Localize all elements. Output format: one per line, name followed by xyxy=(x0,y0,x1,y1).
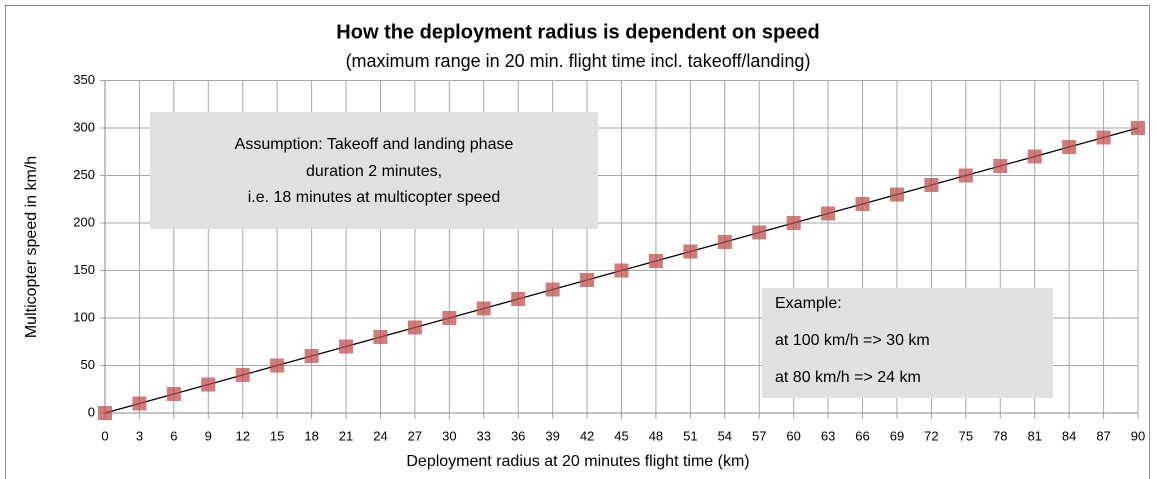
y-tick-label: 150 xyxy=(73,262,95,277)
marker xyxy=(407,320,422,335)
marker xyxy=(1131,121,1145,135)
x-tick-label: 57 xyxy=(752,428,766,443)
x-tick-label: 72 xyxy=(924,428,938,443)
marker xyxy=(580,273,595,287)
chart-frame xyxy=(5,5,1150,479)
marker xyxy=(373,330,388,344)
y-tick-label: 0 xyxy=(88,404,95,419)
x-tick-label: 54 xyxy=(718,428,732,443)
y-tick-label: 350 xyxy=(73,72,95,87)
y-axis-label: Multicopter speed in km/h xyxy=(23,156,40,338)
x-tick-label: 18 xyxy=(304,428,318,443)
chart-subtitle: (maximum range in 20 min. flight time in… xyxy=(346,51,811,71)
marker xyxy=(1096,130,1111,145)
y-tick-label: 250 xyxy=(73,167,95,182)
marker xyxy=(235,368,250,382)
marker xyxy=(304,349,319,363)
marker xyxy=(98,406,112,420)
x-tick-label: 63 xyxy=(821,428,835,443)
x-tick-label: 84 xyxy=(1062,428,1076,443)
x-tick-label: 75 xyxy=(959,428,973,443)
x-tick-label: 24 xyxy=(373,428,387,443)
chart-title: How the deployment radius is dependent o… xyxy=(336,21,819,43)
x-tick-label: 27 xyxy=(408,428,422,443)
x-tick-label: 60 xyxy=(786,428,800,443)
marker xyxy=(1062,140,1077,154)
marker xyxy=(717,235,732,249)
annotation-text: Example: xyxy=(775,295,842,312)
x-tick-label: 66 xyxy=(855,428,869,443)
marker xyxy=(132,396,147,411)
x-tick-label: 12 xyxy=(235,428,249,443)
x-axis-label: Deployment radius at 20 minutes flight t… xyxy=(406,453,749,470)
annotation-text: at 100 km/h => 30 km xyxy=(775,332,930,349)
marker xyxy=(821,206,836,221)
marker xyxy=(855,197,870,211)
marker xyxy=(786,216,801,230)
x-tick-label: 78 xyxy=(993,428,1007,443)
y-tick-label: 300 xyxy=(73,119,95,134)
marker xyxy=(889,187,904,202)
x-tick-label: 21 xyxy=(339,428,353,443)
marker xyxy=(1027,149,1042,164)
x-tick-label: 9 xyxy=(205,428,212,443)
marker xyxy=(511,292,526,306)
x-tick-label: 36 xyxy=(511,428,525,443)
marker xyxy=(614,263,629,278)
x-tick-label: 87 xyxy=(1096,428,1110,443)
y-tick-label: 200 xyxy=(73,214,95,229)
x-tick-label: 45 xyxy=(614,428,628,443)
x-tick-label: 30 xyxy=(442,428,456,443)
marker xyxy=(476,301,491,316)
x-tick-label: 69 xyxy=(890,428,904,443)
x-tick-label: 15 xyxy=(270,428,284,443)
marker xyxy=(442,311,457,325)
annotation-text: at 80 km/h => 24 km xyxy=(775,369,921,386)
annotation-box xyxy=(150,112,598,229)
x-tick-label: 51 xyxy=(683,428,697,443)
y-tick-label: 100 xyxy=(73,309,95,324)
marker xyxy=(993,159,1008,173)
marker xyxy=(924,178,939,192)
marker xyxy=(201,377,216,392)
x-tick-label: 6 xyxy=(170,428,177,443)
x-tick-label: 81 xyxy=(1027,428,1041,443)
marker xyxy=(545,282,560,297)
marker xyxy=(339,339,354,354)
x-tick-label: 39 xyxy=(545,428,559,443)
x-tick-label: 3 xyxy=(136,428,143,443)
marker xyxy=(648,254,663,268)
marker xyxy=(752,225,767,240)
x-tick-label: 33 xyxy=(477,428,491,443)
annotation-text: Assumption: Takeoff and landing phase xyxy=(235,136,514,153)
x-tick-label: 90 xyxy=(1131,428,1145,443)
annotation-box xyxy=(762,288,1053,398)
marker xyxy=(270,358,285,373)
marker xyxy=(683,244,698,259)
annotation-text: i.e. 18 minutes at multicopter speed xyxy=(248,189,501,206)
marker xyxy=(958,168,973,183)
y-tick-label: 50 xyxy=(81,357,95,372)
x-tick-label: 42 xyxy=(580,428,594,443)
x-tick-label: 48 xyxy=(649,428,663,443)
x-tick-label: 0 xyxy=(101,428,108,443)
marker xyxy=(166,387,181,401)
annotation-text: duration 2 minutes, xyxy=(306,163,442,180)
